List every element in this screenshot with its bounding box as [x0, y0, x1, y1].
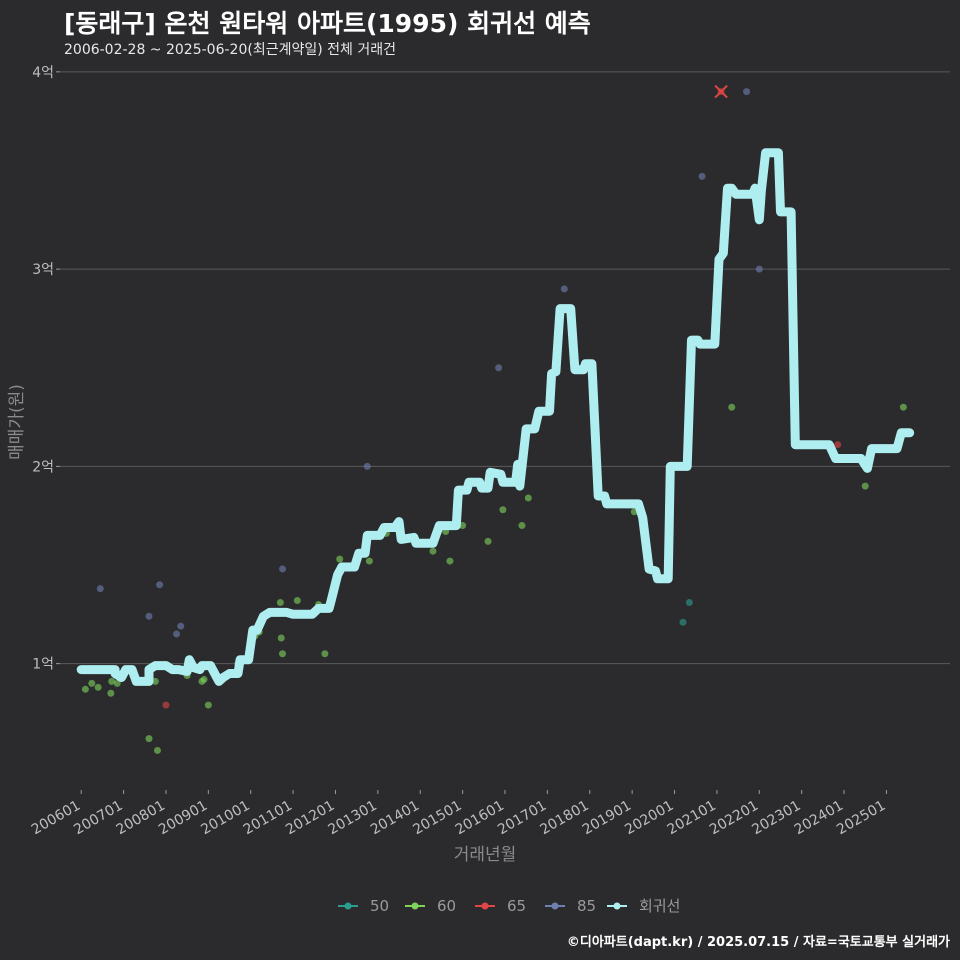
data-point-60: [113, 679, 121, 687]
data-point-85: [173, 630, 181, 638]
legend-key-dot: [551, 902, 559, 910]
data-point-60: [94, 683, 102, 691]
y-tick-label: 3억: [32, 262, 54, 278]
data-point-85: [279, 565, 286, 573]
data-point-85: [698, 172, 706, 180]
data-point-60: [277, 634, 285, 642]
data-point-60: [484, 537, 492, 545]
legend-label: 50: [370, 897, 389, 915]
data-point-60: [518, 522, 526, 530]
data-point-85: [177, 622, 185, 630]
data-point-60: [81, 685, 89, 693]
legend-item-65: 65: [475, 897, 526, 915]
y-axis-title: 매매가(원): [7, 384, 27, 460]
y-tick-label: 1억: [32, 657, 54, 673]
data-point-60: [446, 557, 454, 565]
data-point-85: [560, 285, 568, 293]
legend-item-회귀선: 회귀선: [607, 897, 680, 915]
data-point-50: [685, 598, 693, 606]
data-point-85: [145, 612, 153, 620]
legend-key-dot: [481, 902, 489, 910]
data-point-60: [108, 677, 116, 685]
legend-label: 65: [507, 897, 526, 915]
data-point-60: [321, 650, 329, 658]
data-point-60: [153, 746, 161, 754]
data-point-60: [200, 675, 208, 683]
data-point-60: [336, 555, 344, 563]
legend-key-dot: [344, 902, 352, 910]
data-point-85: [495, 364, 503, 372]
data-point-60: [107, 689, 115, 697]
legend-item-50: 50: [338, 897, 389, 915]
data-point-60: [88, 679, 96, 687]
data-point-85: [96, 585, 104, 593]
grid: [60, 71, 950, 665]
data-point-60: [293, 597, 301, 605]
data-point-60: [524, 494, 532, 502]
x-axis-title: 거래년월: [454, 845, 517, 865]
data-point-65: [162, 701, 170, 709]
legend-key-dot: [411, 902, 419, 910]
legend-label: 60: [437, 897, 456, 915]
y-tick-label: 2억: [32, 459, 54, 475]
highlight-marker: [714, 84, 728, 99]
data-point-60: [365, 557, 373, 565]
legend-label: 회귀선: [639, 897, 680, 915]
y-axis: 1억 2억 3억 4억: [32, 65, 60, 673]
legend-item-85: 85: [545, 897, 596, 915]
data-point-85: [755, 265, 763, 273]
footer-credit: ©디아파트(dapt.kr) / 2025.07.15 / 자료=국토교통부 실…: [566, 935, 950, 950]
data-point-60: [899, 403, 907, 411]
legend-key-dot: [613, 902, 621, 910]
data-point-85: [743, 88, 751, 96]
chart-subtitle: 2006-02-28 ~ 2025-06-20(최근계약일) 전체 거래건: [64, 42, 396, 58]
data-point-85: [363, 462, 371, 470]
regression-line-group: [76, 148, 915, 686]
data-point-60: [499, 506, 507, 514]
data-point-60: [276, 598, 284, 606]
data-point-60: [279, 650, 286, 658]
x-tick-label: 202501: [834, 798, 888, 839]
x-axis: 2006012007012008012009012010012011012012…: [29, 790, 888, 839]
data-point-60: [429, 547, 437, 555]
data-point-60: [151, 677, 159, 685]
data-point-85: [156, 581, 164, 589]
regression-line: [76, 148, 915, 686]
legend-item-60: 60: [405, 897, 456, 915]
chart-title: [동래구] 온천 원타워 아파트(1995) 회귀선 예측: [64, 9, 591, 38]
data-point-60: [204, 701, 212, 709]
y-tick-label: 4억: [32, 65, 54, 81]
data-point-65: [834, 441, 842, 449]
data-point-60: [145, 735, 153, 743]
data-point-50: [679, 618, 687, 626]
data-point-60: [861, 482, 869, 490]
legend-label: 85: [577, 897, 596, 915]
data-point-60: [728, 403, 736, 411]
legend: 50 60 65 85 회귀선: [338, 897, 680, 915]
